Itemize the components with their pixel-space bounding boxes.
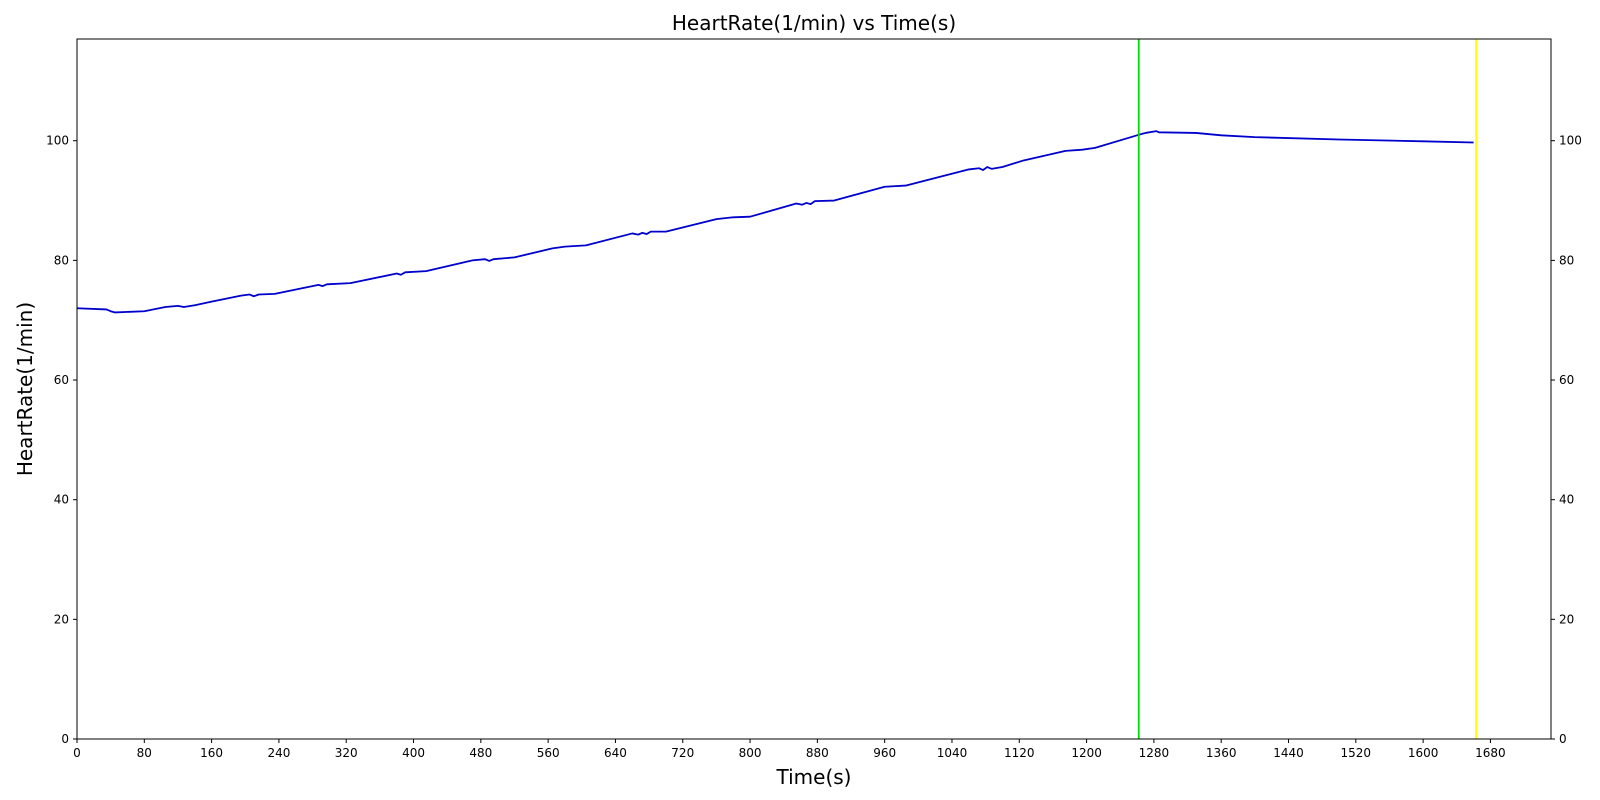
- x-tick-label: 880: [806, 746, 829, 760]
- x-tick-label: 720: [671, 746, 694, 760]
- plot-area: [76, 38, 1552, 740]
- x-tick-label: 1040: [937, 746, 968, 760]
- y-tick-label-right: 20: [1559, 612, 1574, 626]
- y-tick-label-left: 20: [54, 612, 69, 626]
- x-tick-label: 640: [604, 746, 627, 760]
- y-tick-label-left: 80: [54, 253, 69, 267]
- y-axis-right-ticks: 0 20 40 60 80 100: [1551, 134, 1582, 746]
- x-tick-label: 1360: [1206, 746, 1237, 760]
- y-tick-label-right: 0: [1559, 732, 1567, 746]
- y-tick-label-right: 80: [1559, 253, 1574, 267]
- x-axis-ticks: 0 80 160 240 320 400 480 560 640 720 800 880 960 1040…: [73, 739, 1506, 760]
- plot-content: [77, 39, 1478, 739]
- y-axis-left-ticks: 0 20 40 60 80 100: [46, 134, 77, 746]
- chart-title: HeartRate(1/min) vs Time(s): [672, 11, 956, 35]
- x-tick-label: 1600: [1408, 746, 1439, 760]
- x-tick-label: 240: [267, 746, 290, 760]
- y-tick-label-left: 100: [46, 134, 69, 148]
- x-tick-label: 1280: [1139, 746, 1170, 760]
- x-tick-label: 1680: [1475, 746, 1506, 760]
- x-tick-label: 320: [335, 746, 358, 760]
- x-tick-label: 1440: [1273, 746, 1304, 760]
- x-tick-label: 1120: [1004, 746, 1035, 760]
- y-tick-label-right: 40: [1559, 493, 1574, 507]
- x-tick-label: 0: [73, 746, 81, 760]
- y-axis-title: HeartRate(1/min): [13, 302, 37, 476]
- x-tick-label: 1200: [1071, 746, 1102, 760]
- x-tick-label: 80: [137, 746, 152, 760]
- plot-frame: [76, 38, 1552, 740]
- y-tick-label-right: 60: [1559, 373, 1574, 387]
- x-tick-label: 1520: [1341, 746, 1372, 760]
- y-tick-label-left: 60: [54, 373, 69, 387]
- x-tick-label: 160: [200, 746, 223, 760]
- x-tick-label: 960: [873, 746, 896, 760]
- x-tick-label: 480: [469, 746, 492, 760]
- x-axis-title: Time(s): [776, 765, 852, 789]
- x-tick-label: 400: [402, 746, 425, 760]
- series-line-0: [77, 130, 1474, 314]
- y-tick-label-left: 40: [54, 493, 69, 507]
- x-tick-label: 560: [537, 746, 560, 760]
- y-tick-label-left: 0: [61, 732, 69, 746]
- y-tick-label-right: 100: [1559, 134, 1582, 148]
- x-tick-label: 800: [739, 746, 762, 760]
